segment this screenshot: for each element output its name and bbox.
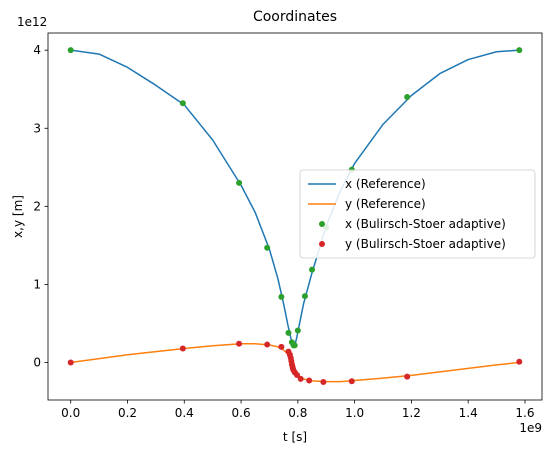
data-point-y-bulirsch-stoer-adaptive [320,379,327,386]
data-point-y-bulirsch-stoer-adaptive [179,345,186,352]
legend-swatch-point [319,221,325,227]
data-point-y-bulirsch-stoer-adaptive [348,378,355,385]
x-tick-label: 0.4 [175,406,194,420]
data-point-x-bulirsch-stoer-adaptive [294,327,301,334]
legend-entry-label: y (Reference) [345,197,426,211]
y-tick-label: 2 [33,199,41,213]
data-point-y-bulirsch-stoer-adaptive [264,341,271,348]
x-axis-label: t [s] [283,430,307,444]
data-point-y-bulirsch-stoer-adaptive [306,377,313,384]
data-point-y-bulirsch-stoer-adaptive [297,375,304,382]
data-point-x-bulirsch-stoer-adaptive [309,266,316,273]
legend-box [299,169,536,259]
data-point-x-bulirsch-stoer-adaptive [179,100,186,107]
data-point-x-bulirsch-stoer-adaptive [278,293,285,300]
legend-entry-label: x (Bulirsch-Stoer adaptive) [345,217,506,231]
data-point-y-bulirsch-stoer-adaptive [236,340,243,347]
axis-ticks: 0.0 0.2 0.4 0.6 0.8 1.0 1.2 1.4 1.6 0 1 2 3 4 [33,43,534,420]
data-point-x-bulirsch-stoer-adaptive [516,47,523,54]
plot-frame [47,32,543,401]
data-point-x-bulirsch-stoer-adaptive [301,293,308,300]
legend-swatch-point [319,241,325,247]
data-point-x-bulirsch-stoer-adaptive [291,342,298,349]
x-tick-label: 1.4 [459,406,478,420]
data-point-x-bulirsch-stoer-adaptive [67,47,74,54]
y-tick-label: 0 [33,356,41,370]
y-tick-label: 4 [33,43,41,57]
x-tick-label: 0.2 [118,406,137,420]
data-point-x-bulirsch-stoer-adaptive [285,329,292,336]
data-point-x-bulirsch-stoer-adaptive [264,244,271,251]
legend-entry-label: x (Reference) [345,177,426,191]
y-axis-label: x,y [m] [11,195,25,238]
chart-title: Coordinates [253,9,337,25]
data-point-x-bulirsch-stoer-adaptive [236,179,243,186]
x-tick-label: 1.0 [345,406,364,420]
data-point-y-bulirsch-stoer-adaptive [404,373,411,380]
y-offset-label: 1e12 [17,15,47,29]
x-tick-label: 1.2 [402,406,421,420]
x-tick-label: 0.6 [232,406,251,420]
y-tick-label: 3 [33,121,41,135]
legend: x (Reference) y (Reference) x (Bulirsch-St… [299,169,536,259]
x-tick-label: 0.0 [61,406,80,420]
data-point-y-bulirsch-stoer-adaptive [516,358,523,365]
x-tick-label: 1.6 [515,406,534,420]
data-point-y-bulirsch-stoer-adaptive [67,359,74,366]
x-offset-label: 1e9 [519,421,542,435]
data-point-y-bulirsch-stoer-adaptive [278,343,285,350]
y-tick-label: 1 [33,277,41,291]
legend-entry-label: y (Bulirsch-Stoer adaptive) [345,237,506,251]
data-point-x-bulirsch-stoer-adaptive [404,94,411,101]
data-point-y-bulirsch-stoer-adaptive [293,372,300,379]
x-tick-label: 0.8 [288,406,307,420]
